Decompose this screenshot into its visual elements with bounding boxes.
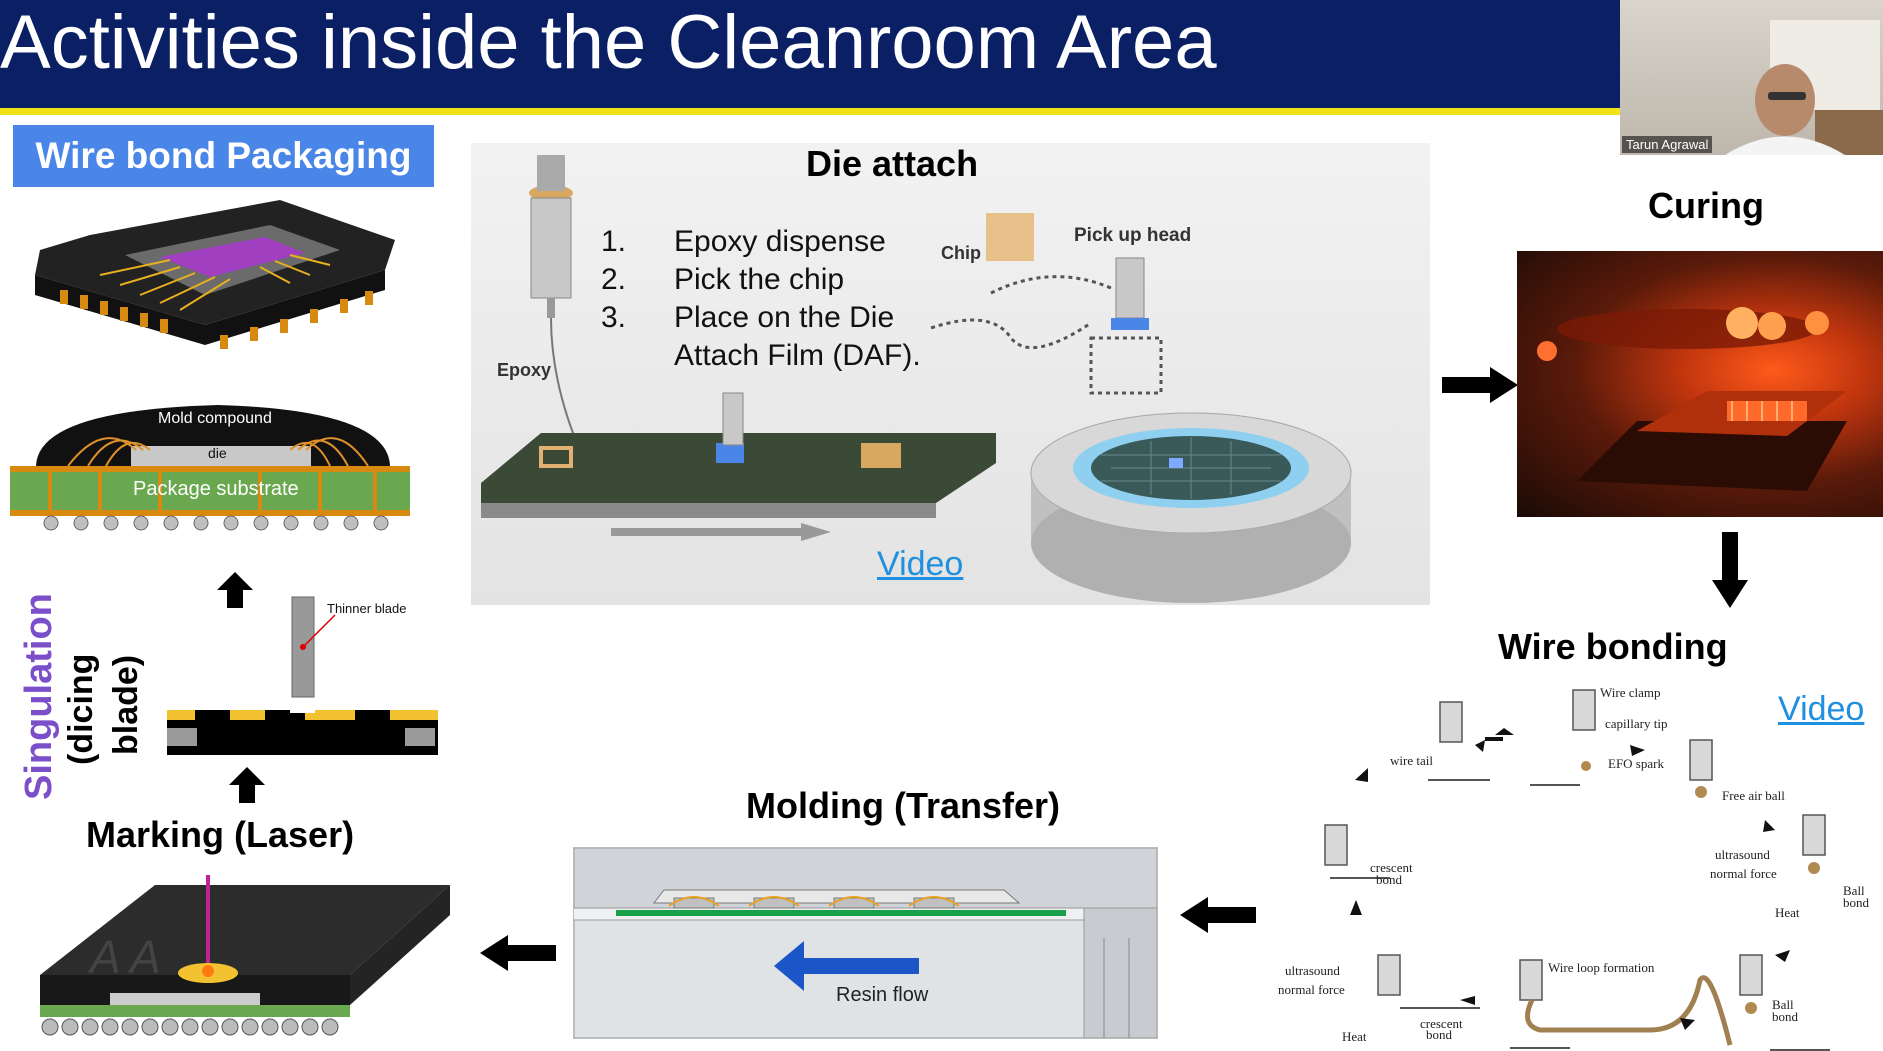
label-wire-tail: wire tail (1390, 753, 1433, 768)
label-ball-bond-1: Ball (1843, 883, 1865, 898)
curing-oven-photo (1517, 251, 1883, 517)
label-capillary-tip: capillary tip (1605, 716, 1668, 731)
arrow-left-icon (480, 935, 556, 971)
wire-bonding-cycle-diagram: Wire clamp capillary tip EFO spark wire … (1270, 680, 1883, 1051)
label-normal-force-2: normal force (1278, 982, 1345, 997)
label-free-air-ball: Free air ball (1722, 788, 1785, 803)
participant-name: Tarun Agrawal (1622, 136, 1713, 153)
package-3d-illustration (35, 200, 395, 349)
singulation-sub1: (dicing (62, 653, 100, 765)
die-attach-heading: Die attach (806, 143, 979, 184)
label-efo-spark: EFO spark (1608, 756, 1664, 771)
label-ball-bond-2b: bond (1772, 1009, 1798, 1024)
label-heat-1: Heat (1775, 905, 1800, 920)
transfer-molding-diagram: Resin flow (573, 847, 1158, 1039)
arrow-right-icon (1442, 367, 1518, 403)
wire-bonding-heading: Wire bonding (1498, 626, 1728, 667)
die-attach-step-numbers: 1. 2. 3. (601, 223, 661, 337)
label-ultrasound-1: ultrasound (1715, 847, 1770, 862)
arrow-up-icon (229, 767, 265, 803)
label-ball-bond-1b: bond (1843, 895, 1869, 910)
package-substrate-label: Package substrate (133, 478, 299, 500)
arrow-down-icon (1712, 532, 1748, 608)
label-crescent-bond-1: crescent (1370, 860, 1413, 875)
title-accent-line (0, 108, 1883, 115)
arrow-left-icon (1180, 897, 1256, 933)
package-letters: A A (90, 931, 161, 983)
die-attach-panel: Die attach 1. 2. 3. Epoxy dispense Pick … (471, 143, 1430, 605)
die-label: die (208, 445, 227, 461)
thinner-blade-label: Thinner blade (327, 601, 407, 616)
slide-title: Activities inside the Cleanroom Area (0, 0, 1217, 85)
label-crescent-bond-2b: bond (1426, 1027, 1452, 1042)
curing-heading: Curing (1648, 185, 1764, 226)
label-heat-2: Heat (1342, 1029, 1367, 1044)
dicing-blade-diagram: Thinner blade (165, 595, 440, 765)
mold-compound-label: Mold compound (158, 410, 272, 427)
step-number: 2. (601, 263, 627, 296)
participant-video (1725, 20, 1883, 155)
wire-bonding-video-link[interactable]: Video (1778, 690, 1865, 728)
step-number: 1. (601, 225, 627, 258)
singulation-title: Singulation (18, 593, 60, 800)
step-text: Place on the Die (674, 301, 895, 334)
chip-label: Chip (941, 243, 981, 263)
arrow-up-icon (217, 572, 253, 608)
label-ball-bond-2: Ball (1772, 997, 1794, 1012)
pickup-head-label: Pick up head (1074, 225, 1192, 246)
die-attach-step-list: Epoxy dispense Pick the chip Place on th… (674, 223, 921, 375)
label-crescent-bond-2: crescent (1420, 1016, 1463, 1031)
laser-marking-illustration: A A (20, 875, 450, 1040)
webcam-tile[interactable] (1620, 0, 1883, 155)
label-wire-loop-formation: Wire loop formation (1548, 960, 1655, 975)
epoxy-label: Epoxy (497, 360, 552, 380)
resin-flow-label: Resin flow (836, 984, 929, 1006)
wire-bond-packaging-label: Wire bond Packaging (13, 125, 434, 187)
label-ultrasound-2: ultrasound (1285, 963, 1340, 978)
step-text: Pick the chip (674, 263, 845, 296)
die-attach-video-link[interactable]: Video (877, 545, 964, 583)
step-text: Attach Film (DAF). (674, 339, 921, 372)
step-number: 3. (601, 301, 627, 334)
step-text: Epoxy dispense (674, 225, 886, 258)
molding-heading: Molding (Transfer) (746, 785, 1060, 826)
label-normal-force-1: normal force (1710, 866, 1777, 881)
label-wire-clamp: Wire clamp (1600, 685, 1661, 700)
package-cross-section: Mold compound die Package substrate (8, 400, 412, 535)
title-bar (0, 0, 1620, 110)
singulation-sub2: blade) (107, 654, 145, 755)
label-crescent-bond-1b: bond (1376, 872, 1402, 887)
marking-heading: Marking (Laser) (86, 814, 355, 855)
